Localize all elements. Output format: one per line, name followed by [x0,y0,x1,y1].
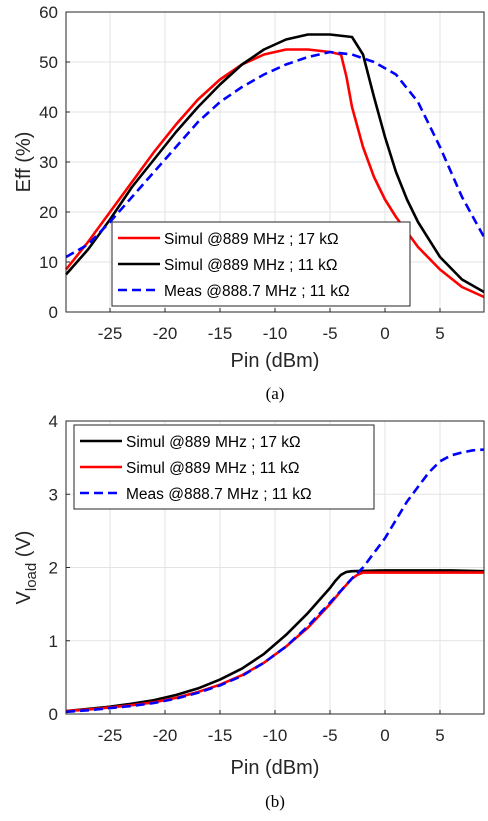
x-axis-label: Pin (dBm) [231,757,320,779]
y-tick-label: 60 [39,3,58,22]
x-tick-label: 0 [380,726,389,745]
x-tick-label: -5 [322,324,337,343]
legend-label-2: Simul @889 MHz ; 11 kΩ [164,257,337,274]
y-axis-label-unit: (V) [13,531,35,563]
x-tick-label: 0 [380,324,389,343]
x-tick-label: -20 [153,726,178,745]
y-axis-label-main: V [13,590,35,604]
y-tick-label: 0 [49,705,58,724]
legend-label-1: Simul @889 MHz ; 17 kΩ [126,434,301,451]
x-tick-label: -20 [153,324,178,343]
panel-caption: (a) [266,384,285,403]
y-axis-label: Vload (V) [13,531,40,605]
y-axis-label: Eff (%) [13,132,35,193]
legend-label-3: Meas @888.7 MHz ; 11 kΩ [164,283,350,300]
x-tick-label: -10 [263,726,288,745]
x-tick-label: -10 [263,324,288,343]
legend-label-3: Meas @888.7 MHz ; 11 kΩ [126,486,312,503]
legend: Simul @889 MHz ; 17 kΩ Simul @889 MHz ; 1… [111,221,411,307]
x-tick-label: -5 [322,726,337,745]
y-tick-label: 2 [49,559,58,578]
series-line-2 [65,33,485,294]
x-tick-label: -25 [98,726,123,745]
legend-box [73,424,375,510]
x-tick-label: 5 [435,726,444,745]
legend-label-2: Simul @889 MHz ; 11 kΩ [126,460,299,477]
panel-b-vload: -25 -20 -15 -10 -5 0 5 0 1 2 3 4 Pin (dBm) Vload (V) S… [13,412,485,811]
y-tick-label: 30 [39,153,58,172]
y-tick-label: 20 [39,203,58,222]
x-tick-label: -15 [208,726,233,745]
x-tick-label: -25 [98,324,123,343]
legend-label-1: Simul @889 MHz ; 17 kΩ [164,231,339,248]
y-axis-label-subscript: load [23,563,40,591]
y-tick-label: 40 [39,103,58,122]
x-tick-label: 5 [435,324,444,343]
y-tick-label: 10 [39,253,58,272]
y-tick-label: 50 [39,53,58,72]
y-tick-label: 0 [49,303,58,322]
panel-caption: (b) [265,792,285,811]
x-axis-label: Pin (dBm) [231,350,320,372]
y-tick-label: 4 [49,412,58,431]
y-tick-label: 1 [49,632,58,651]
legend-box [111,221,411,307]
x-tick-label: -15 [208,324,233,343]
y-tick-label: 3 [49,485,58,504]
series-line-3 [65,50,486,259]
series-line-3 [65,448,485,714]
series-line-1 [65,569,485,713]
legend: Simul @889 MHz ; 17 kΩ Simul @889 MHz ; 1… [73,424,375,510]
